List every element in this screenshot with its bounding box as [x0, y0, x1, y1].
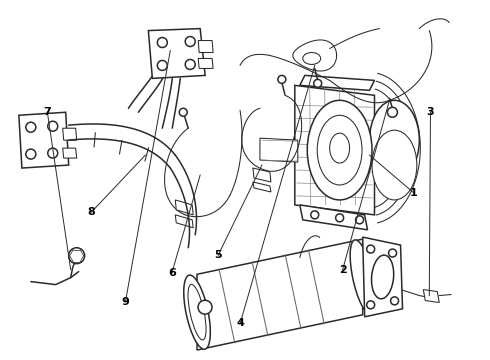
- Ellipse shape: [330, 133, 349, 163]
- Text: 1: 1: [410, 188, 417, 198]
- Ellipse shape: [303, 53, 321, 64]
- Polygon shape: [175, 200, 193, 215]
- Polygon shape: [295, 85, 374, 215]
- Ellipse shape: [317, 115, 362, 185]
- Circle shape: [185, 59, 195, 69]
- Polygon shape: [148, 28, 205, 78]
- Polygon shape: [300, 75, 374, 90]
- Polygon shape: [19, 112, 69, 168]
- Polygon shape: [175, 215, 193, 228]
- Circle shape: [26, 122, 36, 132]
- Circle shape: [48, 148, 58, 158]
- Circle shape: [48, 121, 58, 131]
- Circle shape: [26, 149, 36, 159]
- Polygon shape: [423, 289, 439, 302]
- Polygon shape: [300, 205, 368, 230]
- Text: 2: 2: [339, 265, 346, 275]
- Ellipse shape: [372, 130, 417, 200]
- Polygon shape: [253, 168, 271, 182]
- Text: 9: 9: [122, 297, 129, 307]
- Ellipse shape: [371, 255, 393, 299]
- Circle shape: [336, 214, 343, 222]
- Circle shape: [367, 301, 375, 309]
- Polygon shape: [197, 239, 363, 350]
- Polygon shape: [253, 182, 271, 192]
- Polygon shape: [198, 58, 213, 68]
- Circle shape: [389, 249, 396, 257]
- Text: 6: 6: [168, 268, 176, 278]
- Circle shape: [179, 108, 187, 116]
- Text: 5: 5: [214, 250, 222, 260]
- Ellipse shape: [350, 240, 375, 314]
- Polygon shape: [198, 41, 213, 53]
- Circle shape: [157, 37, 167, 48]
- Circle shape: [157, 60, 167, 71]
- Text: 3: 3: [427, 107, 434, 117]
- Circle shape: [356, 216, 364, 224]
- Circle shape: [198, 300, 212, 314]
- Circle shape: [391, 297, 398, 305]
- Circle shape: [69, 248, 85, 264]
- Circle shape: [388, 107, 397, 117]
- Circle shape: [314, 80, 322, 87]
- Polygon shape: [63, 148, 76, 158]
- Ellipse shape: [369, 100, 419, 180]
- Circle shape: [367, 245, 375, 253]
- Circle shape: [278, 75, 286, 84]
- Text: 8: 8: [87, 207, 95, 217]
- Polygon shape: [260, 138, 298, 162]
- Polygon shape: [63, 128, 76, 140]
- Polygon shape: [363, 237, 402, 317]
- Ellipse shape: [307, 100, 372, 200]
- Circle shape: [185, 37, 195, 46]
- Text: 4: 4: [236, 319, 244, 328]
- Ellipse shape: [184, 275, 210, 349]
- Ellipse shape: [188, 284, 206, 340]
- Text: 7: 7: [44, 107, 51, 117]
- Circle shape: [311, 211, 319, 219]
